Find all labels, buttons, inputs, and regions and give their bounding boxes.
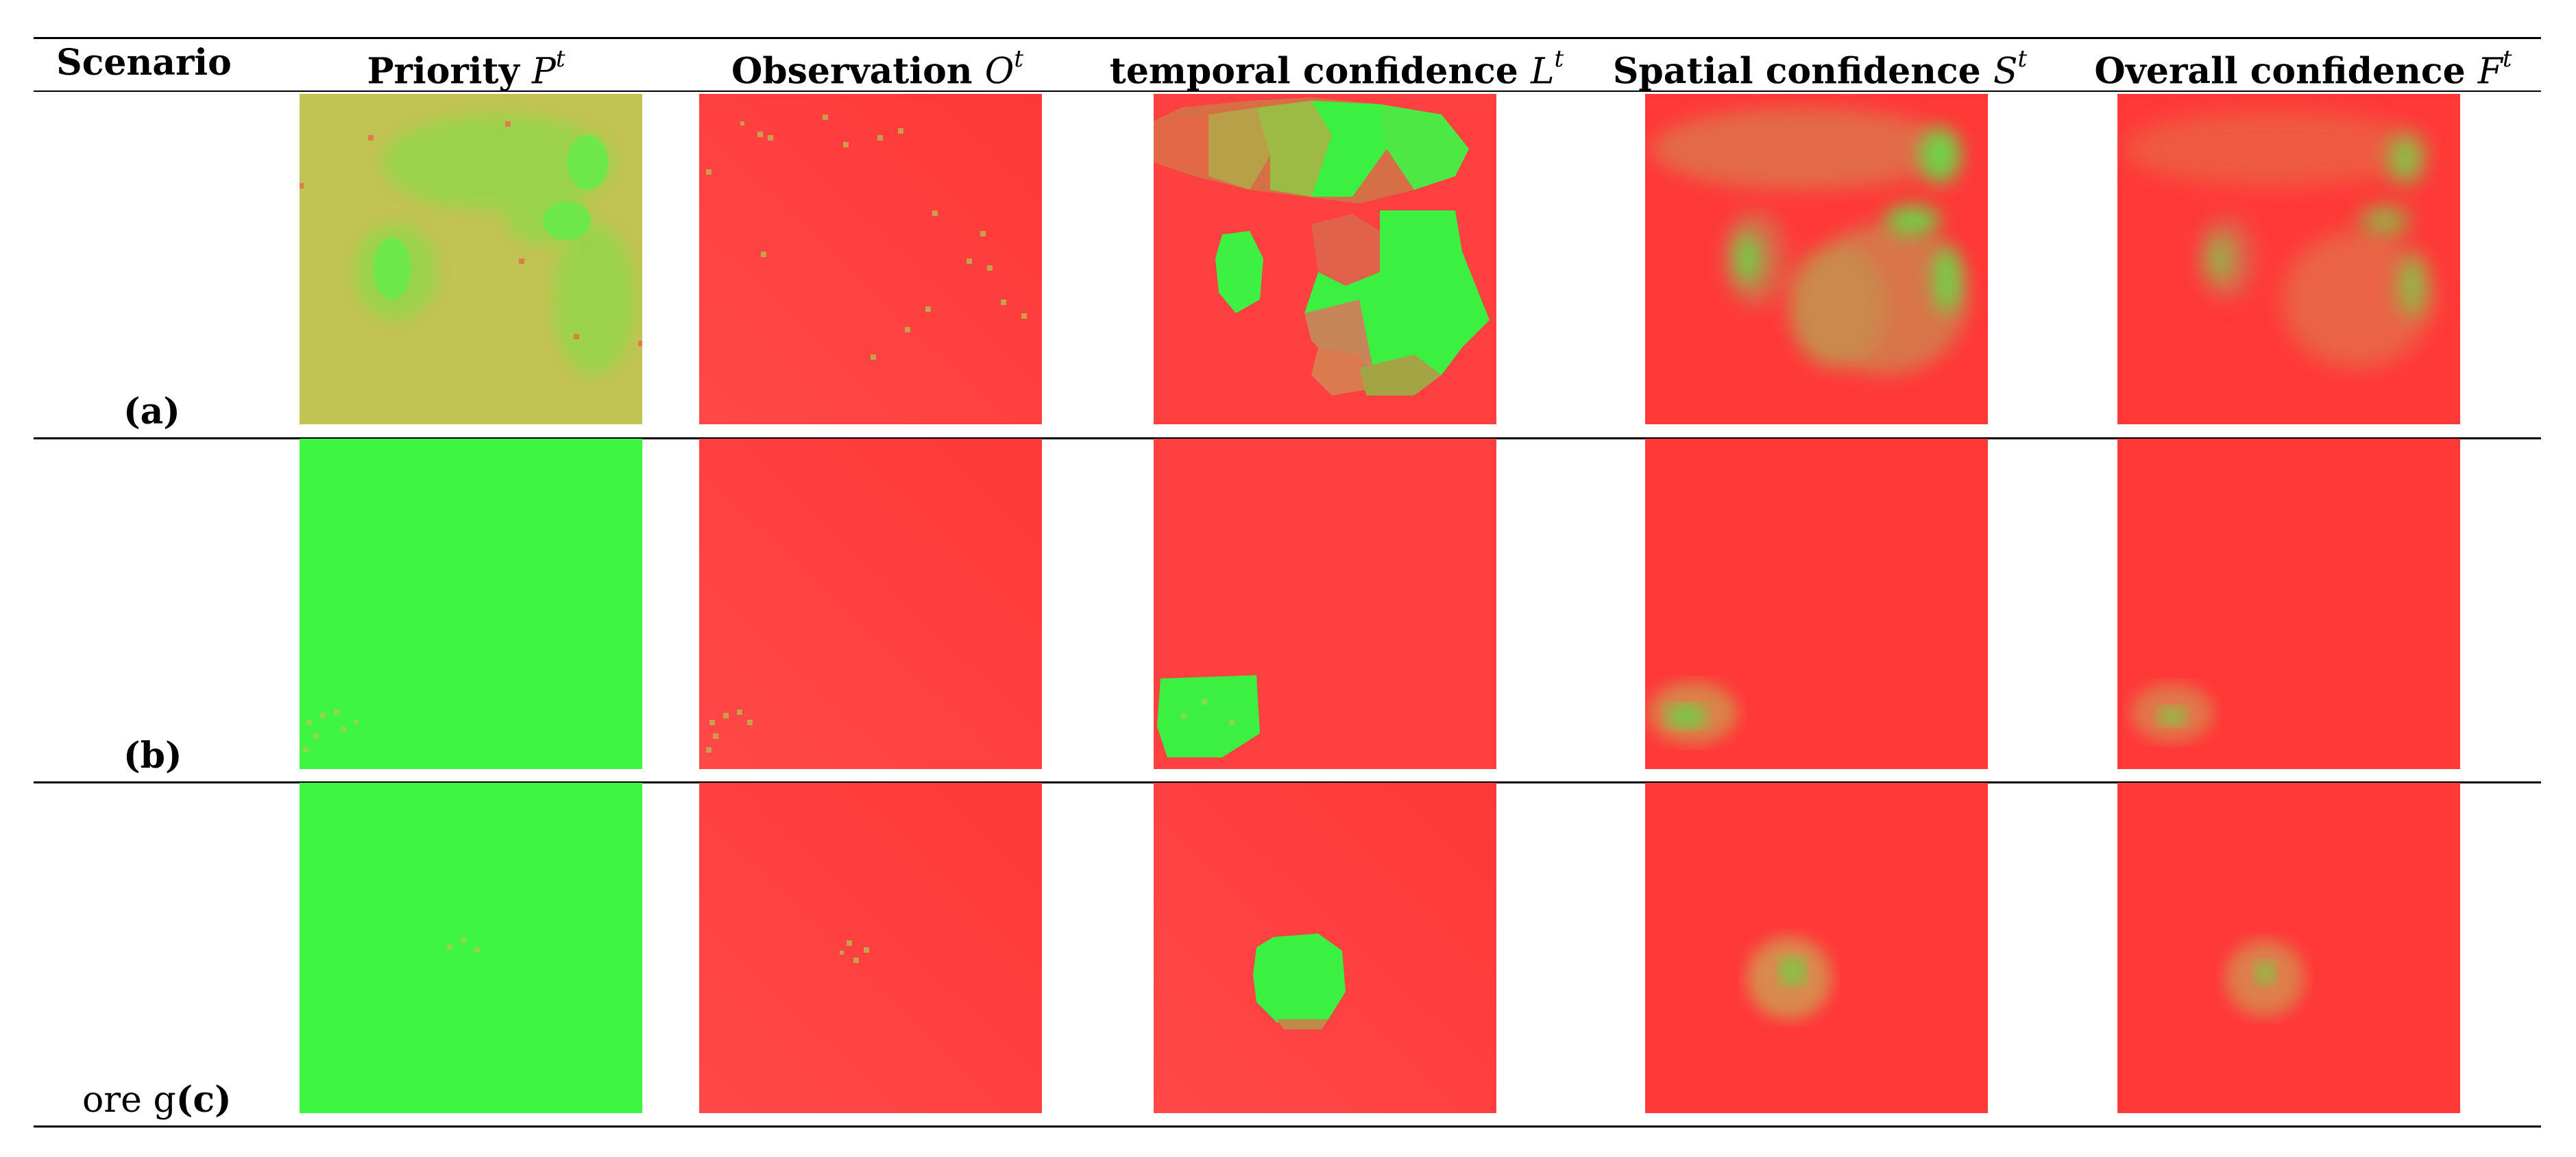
bottom-rule xyxy=(34,1125,2541,1128)
panel-c-overall-confidence xyxy=(2117,783,2460,1113)
top-rule xyxy=(34,37,2541,39)
panel-a-priority xyxy=(300,94,642,424)
header-rule xyxy=(34,90,2541,92)
panel-b-spatial-confidence xyxy=(1645,439,1988,769)
row-a-rule xyxy=(34,437,2541,439)
row-label-c: ore g(c) xyxy=(82,1079,232,1121)
panel-b-observation xyxy=(699,439,1042,769)
panel-c-priority xyxy=(300,783,642,1113)
panel-b-overall-confidence xyxy=(2117,439,2460,769)
row-b-rule xyxy=(34,781,2541,783)
header-overall-confidence: Overall confidence Ft xyxy=(2094,45,2512,93)
header-temporal-confidence: temporal confidence Lt xyxy=(1109,45,1564,93)
panel-c-temporal-confidence xyxy=(1154,783,1496,1113)
row-label-a: (a) xyxy=(123,391,180,433)
header-observation: Observation Ot xyxy=(731,45,1023,93)
panel-b-priority xyxy=(300,439,642,769)
header-spatial-confidence: Spatial confidence St xyxy=(1612,45,2028,93)
panel-a-spatial-confidence xyxy=(1645,94,1988,424)
panel-a-overall-confidence xyxy=(2117,94,2460,424)
header-priority: Priority Pt xyxy=(367,45,566,93)
row-label-b: (b) xyxy=(123,735,182,777)
panel-b-temporal-confidence xyxy=(1154,439,1496,769)
panel-a-observation xyxy=(699,94,1042,424)
header-scenario: Scenario xyxy=(56,42,232,84)
panel-c-observation xyxy=(699,783,1042,1113)
panel-a-temporal-confidence xyxy=(1154,94,1496,424)
panel-c-spatial-confidence xyxy=(1645,783,1988,1113)
